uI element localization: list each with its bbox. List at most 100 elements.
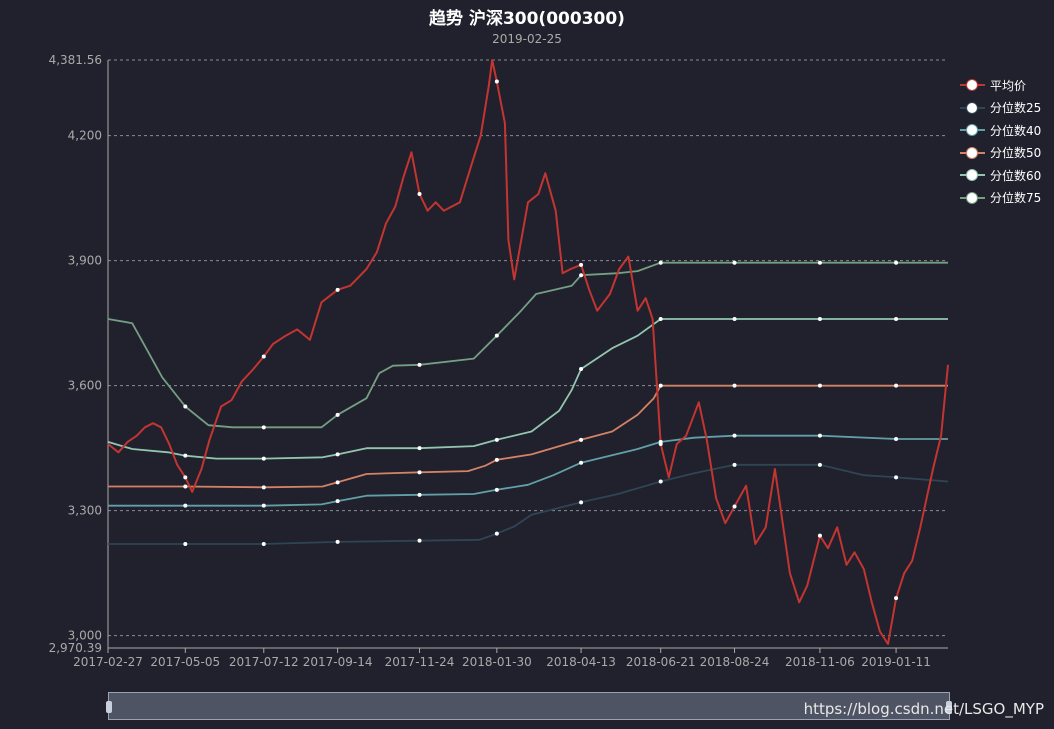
legend-item-q60[interactable]: 分位数60 (960, 164, 1041, 187)
series-marker (817, 260, 822, 265)
series-line (107, 59, 949, 645)
series-marker (579, 437, 584, 442)
series-marker (335, 480, 340, 485)
legend-label: 分位数50 (990, 146, 1042, 161)
legend-symbol-icon (960, 168, 985, 182)
y-tick-label: 4,200 (68, 129, 102, 143)
legend-symbol-icon (960, 146, 985, 160)
series-marker (817, 462, 822, 467)
series-marker (817, 383, 822, 388)
series-marker (494, 79, 499, 84)
series-marker (579, 460, 584, 465)
series-marker (183, 484, 188, 489)
series-marker (494, 437, 499, 442)
y-tick-label: 3,000 (68, 629, 102, 643)
series-marker (732, 316, 737, 321)
series-marker (732, 504, 737, 509)
series-marker (417, 362, 422, 367)
series-marker (417, 191, 422, 196)
series-marker (494, 457, 499, 462)
legend: 平均价 分位数25 分位数40 分位数50 分位数60 分位数75 (960, 74, 1041, 209)
series-line (107, 261, 948, 429)
series-marker (183, 503, 188, 508)
slider-right-handle-icon[interactable] (946, 701, 952, 713)
series-marker (417, 470, 422, 475)
y-tick-label: 2,970.39 (49, 641, 102, 655)
series-marker (732, 433, 737, 438)
series-line (108, 434, 948, 507)
series-marker (335, 452, 340, 457)
series-marker (261, 354, 266, 359)
legend-item-avg[interactable]: 平均价 (960, 74, 1041, 97)
legend-item-q50[interactable]: 分位数50 (960, 142, 1041, 165)
series-marker (894, 596, 899, 601)
series-marker (732, 260, 737, 265)
x-tick-label: 2018-01-30 (462, 655, 532, 669)
series-marker (579, 500, 584, 505)
grid-lines (108, 59, 948, 649)
x-tick-label: 2018-11-06 (785, 655, 855, 669)
x-tick-label: 2018-08-24 (700, 655, 770, 669)
series-marker (658, 479, 663, 484)
x-tick-label: 2019-01-11 (861, 655, 931, 669)
legend-symbol-icon (960, 123, 985, 137)
y-tick-label: 3,300 (68, 504, 102, 518)
series-marker (417, 538, 422, 543)
legend-symbol-icon (960, 101, 985, 115)
chart-title: 趋势 沪深300(000300) (429, 9, 625, 29)
series-marker (335, 412, 340, 417)
legend-label: 分位数60 (990, 168, 1042, 183)
series-line (107, 318, 948, 460)
legend-item-q40[interactable]: 分位数40 (960, 119, 1041, 142)
series-marker (579, 273, 584, 278)
x-tick-label: 2017-05-05 (150, 655, 220, 669)
series-marker (494, 333, 499, 338)
x-tick-label: 2018-04-13 (546, 655, 616, 669)
legend-label: 分位数75 (990, 191, 1042, 206)
x-tick-label: 2018-06-21 (626, 655, 696, 669)
series-marker (658, 260, 663, 265)
series-marker (494, 487, 499, 492)
axes: 2,970.393,000 3,300 3,600 3,900 4,200 4,381.5… (49, 53, 948, 669)
series-marker (579, 366, 584, 371)
series-line (108, 463, 949, 545)
series-marker (183, 541, 188, 546)
series-marker (894, 475, 899, 480)
series-marker (261, 456, 266, 461)
legend-symbol-icon (960, 191, 985, 205)
series-marker (261, 425, 266, 430)
series-marker (658, 383, 663, 388)
datazoom-slider[interactable] (106, 692, 952, 720)
y-tick-label: 4,381.56 (49, 53, 102, 67)
series-marker (817, 316, 822, 321)
series-marker (658, 316, 663, 321)
series-marker (817, 533, 822, 538)
series-marker (579, 262, 584, 267)
series-marker (894, 383, 899, 388)
series-marker (894, 316, 899, 321)
y-tick-label: 3,900 (68, 254, 102, 268)
legend-label: 分位数25 (990, 101, 1042, 116)
series-marker (335, 539, 340, 544)
x-tick-label: 2017-11-24 (385, 655, 455, 669)
series-marker (732, 462, 737, 467)
legend-item-q75[interactable]: 分位数75 (960, 187, 1041, 210)
series-marker (732, 383, 737, 388)
legend-label: 平均价 (990, 78, 1027, 93)
series-markers (183, 79, 899, 601)
legend-item-q25[interactable]: 分位数25 (960, 97, 1041, 120)
chart-subtitle: 2019-02-25 (492, 32, 562, 46)
slider-left-handle-icon[interactable] (106, 701, 112, 713)
series-marker (417, 446, 422, 451)
series-marker (335, 499, 340, 504)
y-tick-label: 3,600 (68, 379, 102, 393)
x-tick-label: 2017-02-27 (73, 655, 143, 669)
series-marker (894, 260, 899, 265)
series-marker (183, 453, 188, 458)
legend-label: 分位数40 (990, 123, 1042, 138)
x-tick-label: 2017-09-14 (303, 655, 373, 669)
series-lines (107, 59, 949, 645)
series-marker (494, 531, 499, 536)
legend-symbol-icon (960, 78, 985, 92)
